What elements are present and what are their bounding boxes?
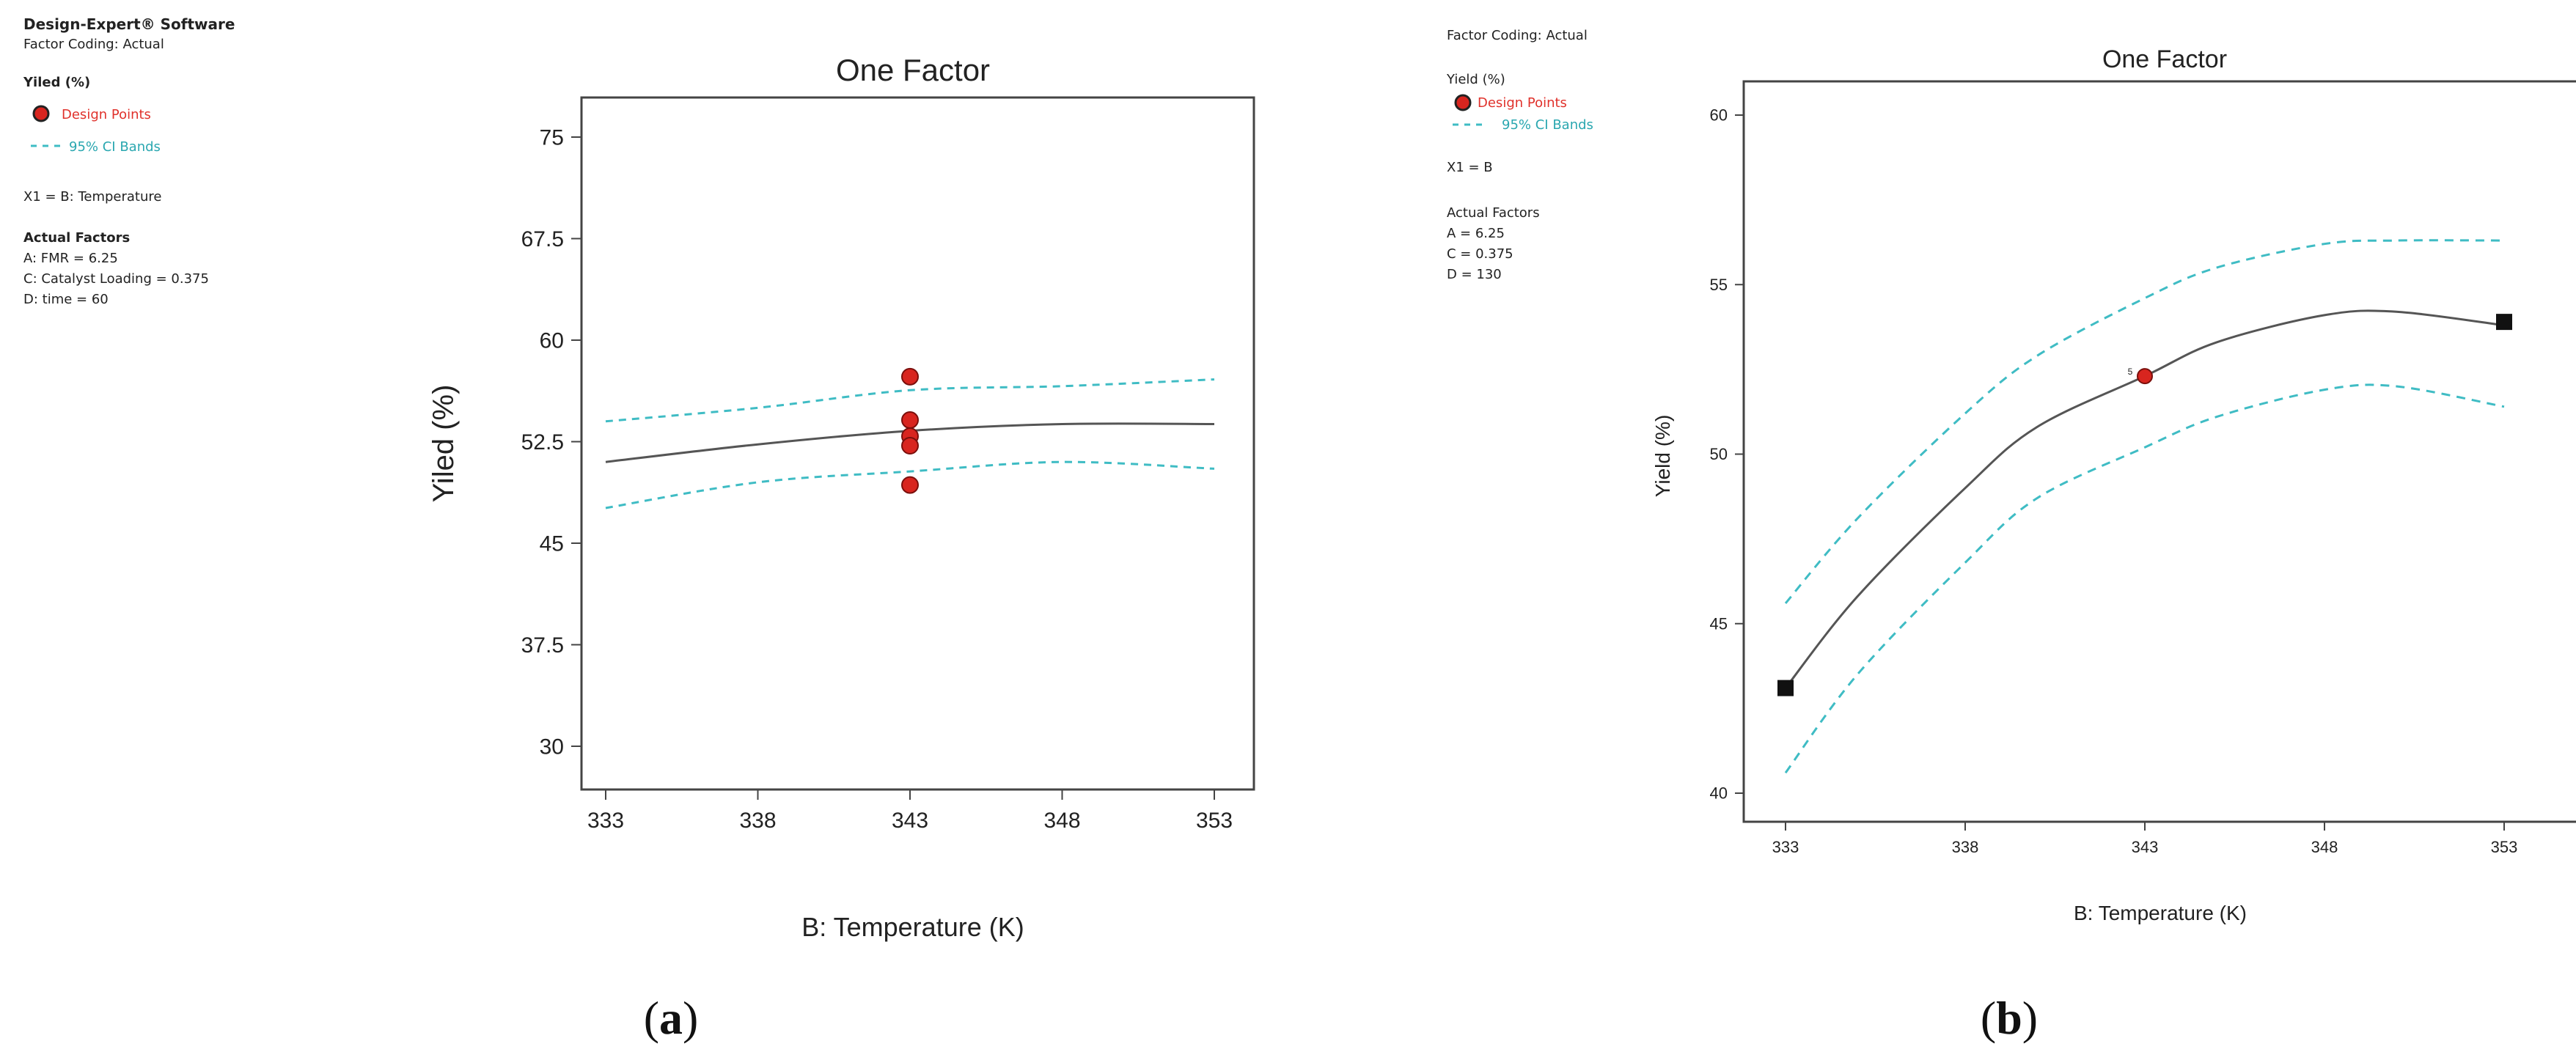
factor-coding: Factor Coding: Actual [1447, 28, 1588, 43]
b-ci-band-line [1784, 383, 2505, 774]
a-x-tick-label: 348 [1043, 809, 1080, 833]
response-name: Yield (%) [1446, 72, 1505, 87]
actual-factor-d: D = 130 [1447, 267, 1502, 282]
a-y-tick-label: 37.5 [521, 633, 564, 658]
b-end-point-marker [2496, 314, 2512, 331]
panel-a: Design-Expert® Software Factor Coding: A… [23, 15, 1255, 1044]
a-y-tick-label: 30 [540, 735, 564, 759]
b-y-tick-label: 40 [1710, 784, 1728, 803]
a-design-point [901, 437, 919, 455]
panel-b: Factor Coding: Actual Yield (%) Design P… [1446, 28, 2576, 1044]
actual-factor-d: D: time = 60 [23, 292, 109, 307]
chart-b-series [1784, 239, 2505, 774]
chart-a-xlabel: B: Temperature (K) [801, 912, 1024, 942]
a-y-tick-label: 60 [540, 329, 564, 353]
ci-legend-label: 95% CI Bands [69, 139, 161, 155]
actual-factor-a: A = 6.25 [1447, 226, 1505, 241]
chart-b-xlabel: B: Temperature (K) [2074, 902, 2247, 924]
b-point-count-label: 5 [2128, 367, 2133, 377]
panel-b-label: (b) [1981, 992, 2038, 1044]
b-x-tick-label: 348 [2311, 838, 2338, 856]
chart-b-points: 5 [1777, 314, 2512, 696]
b-x-tick-label: 343 [2132, 838, 2159, 856]
b-y-tick-label: 50 [1710, 445, 1728, 463]
design-points-legend-label: Design Points [1478, 95, 1567, 111]
a-y-tick-label: 67.5 [521, 227, 564, 251]
x1-factor: X1 = B [1447, 160, 1493, 175]
chart-a-ticks: 333 338 343 348 353 30 37.5 45 52.5 60 67.5 75 [521, 126, 1233, 833]
chart-a-points [901, 367, 919, 494]
b-end-point-marker [1777, 680, 1794, 696]
sidebar-a: Design-Expert® Software Factor Coding: A… [23, 15, 235, 307]
a-design-point [901, 476, 919, 494]
actual-factors-title: Actual Factors [23, 230, 130, 246]
factor-coding: Factor Coding: Actual [23, 37, 164, 52]
a-x-tick-label: 343 [892, 809, 928, 833]
b-x-tick-label: 338 [1952, 838, 1979, 856]
a-design-point [901, 411, 919, 429]
a-design-point [901, 367, 919, 386]
sidebar-b: Factor Coding: Actual Yield (%) Design P… [1446, 28, 1593, 282]
actual-factor-a: A: FMR = 6.25 [23, 251, 118, 266]
b-x-tick-label: 333 [1772, 838, 1799, 856]
b-ci-band-line [1784, 239, 2505, 604]
response-name: Yiled (%) [23, 75, 90, 90]
design-points-legend-icon [32, 105, 50, 122]
chart-b-plot-area [1742, 80, 2576, 823]
ci-legend-label: 95% CI Bands [1502, 117, 1593, 133]
design-points-legend-icon [1454, 94, 1472, 111]
chart-a-title: One Factor [836, 53, 990, 87]
design-points-legend-label: Design Points [62, 107, 151, 122]
a-y-tick-label: 52.5 [521, 430, 564, 454]
a-ci-band-line [605, 378, 1215, 423]
actual-factors-title: Actual Factors [1447, 205, 1540, 221]
chart-b-title: One Factor [2102, 45, 2227, 73]
x1-factor: X1 = B: Temperature [23, 189, 161, 205]
a-x-tick-label: 333 [587, 809, 624, 833]
b-design-point [2137, 368, 2153, 385]
panel-a-label: (a) [644, 992, 699, 1044]
b-fit-line [1784, 309, 2505, 689]
b-y-tick-label: 45 [1710, 614, 1728, 633]
a-ci-band-line [605, 460, 1215, 509]
chart-b-ylabel: Yield (%) [1651, 415, 1674, 498]
b-y-tick-label: 55 [1710, 276, 1728, 294]
b-x-tick-label: 353 [2491, 838, 2518, 856]
chart-b-ticks: 333 338 343 348 353 40 45 50 55 60 [1710, 106, 2518, 856]
chart-a-ylabel: Yiled (%) [428, 385, 460, 503]
a-y-tick-label: 45 [540, 532, 564, 556]
a-y-tick-label: 75 [540, 126, 564, 150]
a-x-tick-label: 353 [1196, 809, 1233, 833]
software-name: Design-Expert® Software [23, 15, 235, 33]
actual-factor-c: C: Catalyst Loading = 0.375 [23, 271, 209, 287]
a-x-tick-label: 338 [739, 809, 776, 833]
actual-factor-c: C = 0.375 [1447, 246, 1513, 262]
b-y-tick-label: 60 [1710, 106, 1728, 125]
